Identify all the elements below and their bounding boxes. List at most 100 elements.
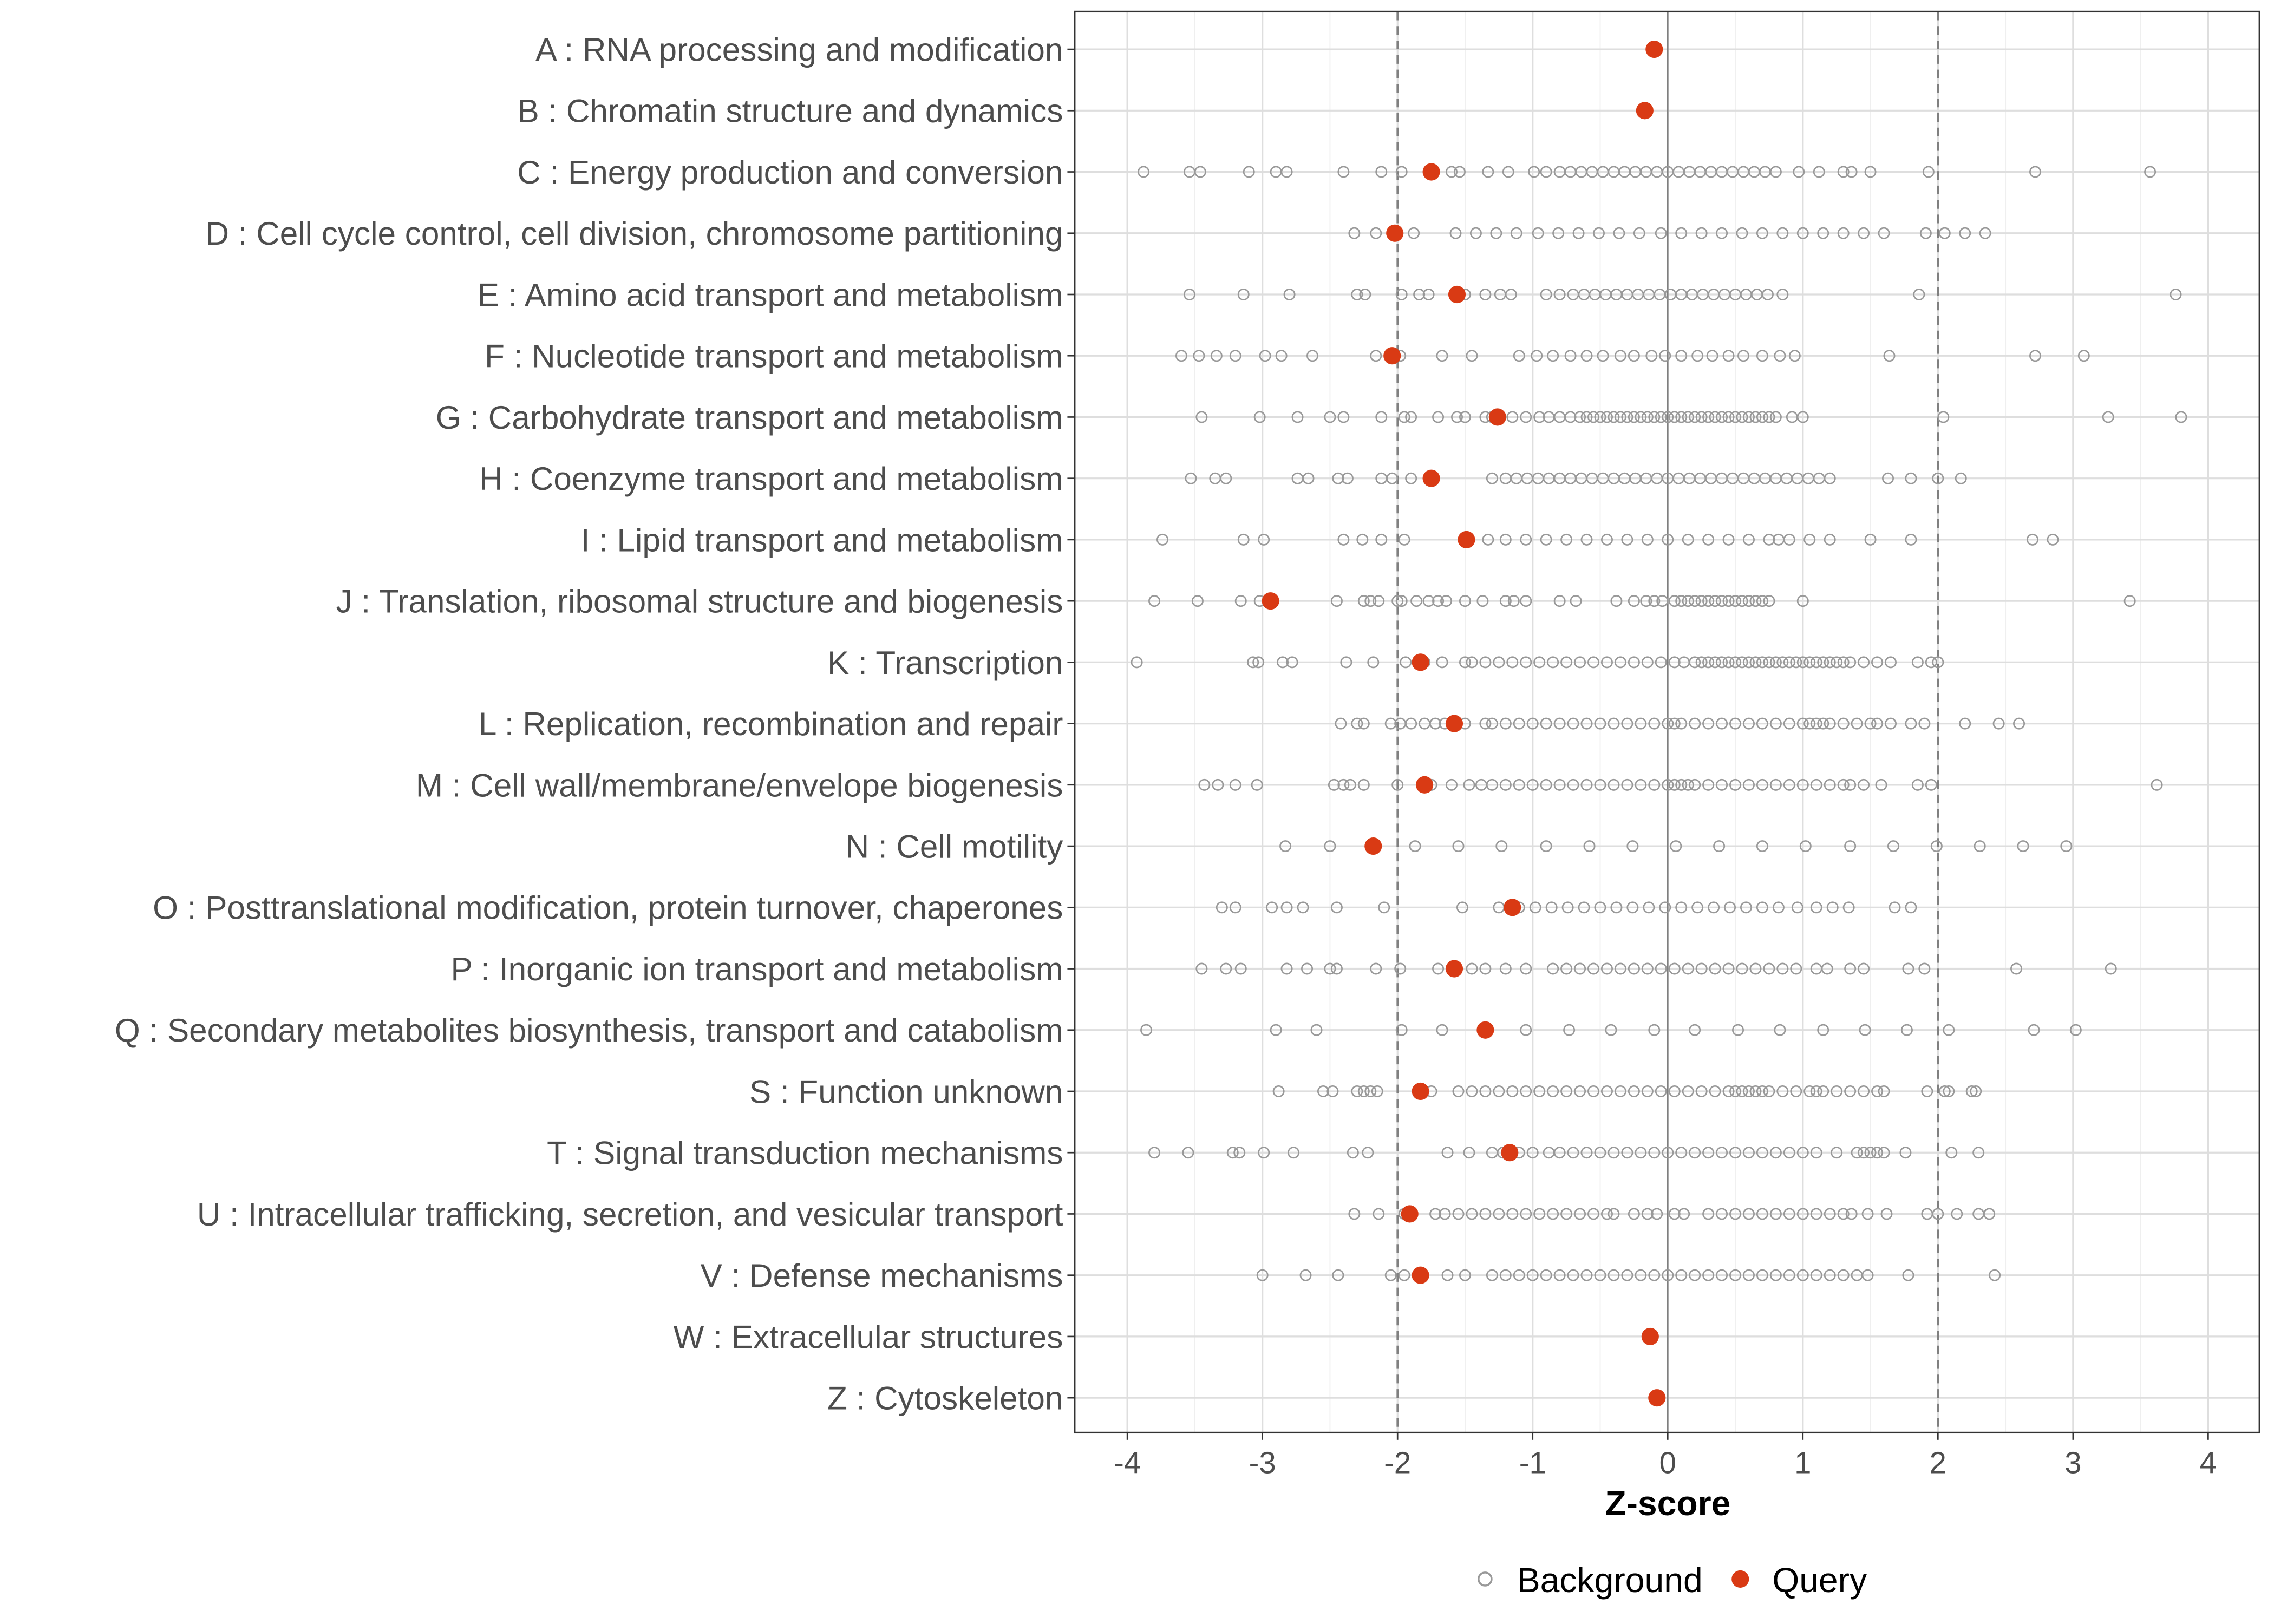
background-point: [1283, 289, 1296, 300]
background-point: [1796, 656, 1809, 669]
query-point: [1383, 347, 1401, 365]
category-label: Z : Cytoskeleton: [827, 1380, 1063, 1417]
background-point: [1572, 227, 1585, 239]
query-point: [1412, 1266, 1429, 1284]
background-point: [1499, 533, 1512, 546]
background-point: [1709, 656, 1721, 669]
background-point: [1547, 962, 1559, 975]
background-point: [1587, 1208, 1600, 1220]
background-point: [1449, 227, 1462, 239]
background-point: [1370, 227, 1382, 239]
background-point: [1937, 411, 1950, 423]
background-point: [1600, 962, 1613, 975]
background-point: [1574, 1085, 1586, 1097]
background-point: [1291, 411, 1304, 423]
background-point: [1736, 411, 1748, 423]
background-point: [1864, 166, 1877, 178]
background-point: [1736, 1085, 1748, 1097]
background-point: [1821, 962, 1833, 975]
background-point: [1817, 227, 1829, 239]
background-point: [1513, 350, 1525, 362]
background-point: [1193, 350, 1205, 362]
background-point: [1272, 1085, 1285, 1097]
background-point: [1156, 533, 1168, 546]
background-point: [1540, 778, 1552, 791]
background-point: [1614, 411, 1626, 423]
background-point: [1499, 778, 1512, 791]
background-point: [1743, 595, 1755, 607]
background-point: [1357, 1085, 1370, 1097]
background-point: [1682, 962, 1694, 975]
background-point: [1756, 901, 1768, 914]
background-point: [1540, 1269, 1552, 1281]
background-point: [1796, 595, 1809, 607]
background-point: [1493, 656, 1505, 669]
background-point: [1479, 289, 1492, 300]
background-point: [1641, 1208, 1654, 1220]
background-point: [1749, 962, 1762, 975]
background-point: [1528, 166, 1540, 178]
background-point: [1648, 717, 1661, 730]
background-point: [1900, 1024, 1913, 1036]
background-point: [1454, 166, 1466, 178]
background-point: [1375, 166, 1388, 178]
background-point: [1722, 962, 1735, 975]
background-point: [1810, 901, 1822, 914]
background-point: [1880, 1208, 1893, 1220]
background-point: [1702, 717, 1715, 730]
x-tick-label: 1: [1794, 1445, 1811, 1479]
background-point: [2077, 350, 2090, 362]
background-point: [1756, 717, 1768, 730]
background-point: [1547, 656, 1559, 669]
background-point: [1580, 717, 1593, 730]
background-point: [1520, 1024, 1532, 1036]
background-point: [1783, 778, 1795, 791]
background-point: [1375, 411, 1388, 423]
background-point: [1506, 411, 1519, 423]
background-point: [1743, 1147, 1755, 1159]
background-point: [1526, 778, 1539, 791]
background-point: [1553, 1269, 1566, 1281]
background-point: [1824, 778, 1836, 791]
background-point: [1769, 656, 1782, 669]
reference-lines: [1396, 11, 1939, 1433]
background-point: [1902, 962, 1914, 975]
background-point: [1479, 962, 1492, 975]
background-point: [1810, 778, 1822, 791]
background-point: [1529, 901, 1541, 914]
background-point: [1564, 350, 1577, 362]
background-point: [1502, 166, 1514, 178]
background-point: [1466, 1085, 1478, 1097]
background-point: [1851, 717, 1863, 730]
background-point: [1864, 717, 1877, 730]
background-point: [1740, 901, 1752, 914]
background-point: [1648, 411, 1661, 423]
background-point: [1803, 1085, 1816, 1097]
background-point: [2102, 411, 2114, 423]
background-point: [1769, 778, 1782, 791]
background-point: [1370, 962, 1382, 975]
background-point: [1297, 901, 1309, 914]
background-point: [1384, 717, 1397, 730]
background-point: [1594, 411, 1606, 423]
background-point: [1716, 227, 1728, 239]
background-point: [1729, 411, 1742, 423]
background-point: [1370, 350, 1382, 362]
background-point: [1736, 227, 1748, 239]
background-point: [1641, 411, 1654, 423]
background-point: [1395, 595, 1408, 607]
background-point: [1574, 411, 1586, 423]
query-point: [1416, 776, 1434, 794]
background-point: [1357, 717, 1370, 730]
background-point: [1668, 1085, 1681, 1097]
background-point: [1899, 1147, 1912, 1159]
background-point: [1979, 227, 1991, 239]
background-point: [1220, 472, 1232, 484]
background-point: [1783, 1147, 1795, 1159]
background-point: [1628, 350, 1640, 362]
background-point: [1621, 778, 1633, 791]
background-point: [1198, 778, 1211, 791]
query-point: [1422, 163, 1440, 181]
background-point: [1580, 350, 1593, 362]
